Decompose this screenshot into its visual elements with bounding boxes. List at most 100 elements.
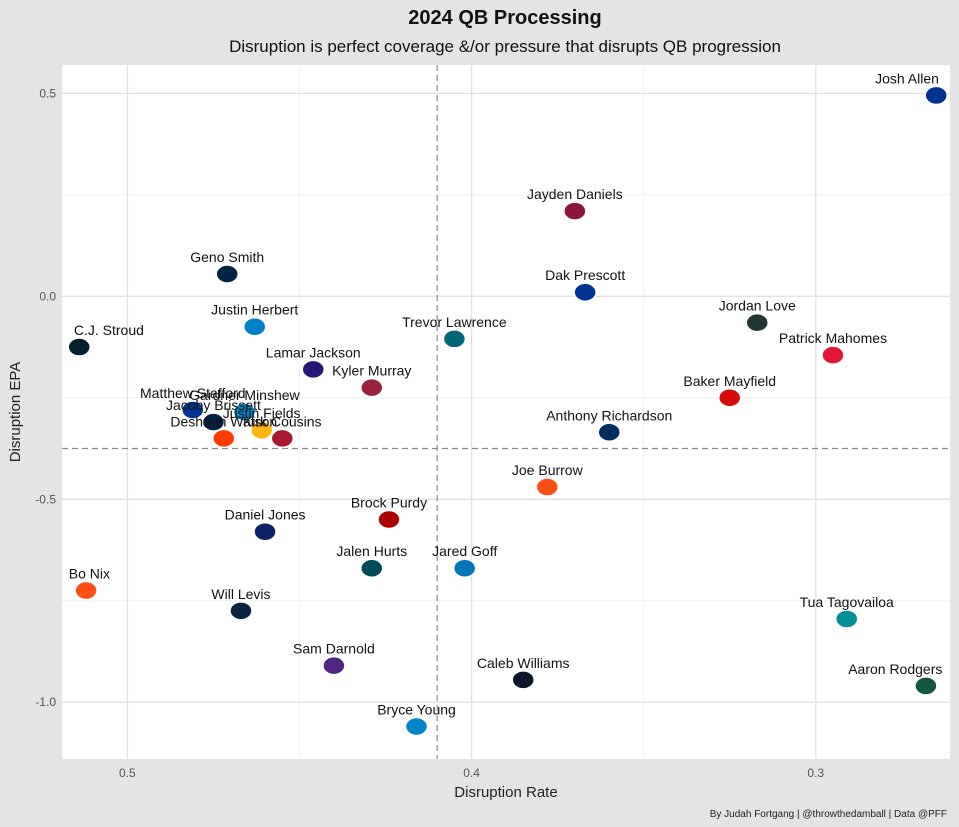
qb-point: Tua Tagovailoa <box>800 594 894 629</box>
qb-name-label: Tua Tagovailoa <box>800 594 894 610</box>
qb-name-label: Bo Nix <box>69 566 110 582</box>
browns-logo <box>212 428 236 449</box>
texans-logo <box>67 337 91 357</box>
qb-point: Jared Goff <box>432 543 497 578</box>
y-tick-label: 0.5 <box>39 86 56 100</box>
lions-logo <box>452 558 477 578</box>
chart-subtitle: Disruption is perfect coverage &/or pres… <box>229 37 781 56</box>
qb-point: Justin Herbert <box>211 302 298 337</box>
qb-name-label: Lamar Jackson <box>266 344 361 360</box>
titans-logo <box>229 601 253 621</box>
qb-point: Lamar Jackson <box>266 344 361 380</box>
qb-name-label: Jared Goff <box>432 543 497 559</box>
qb-name-label: Daniel Jones <box>225 507 306 523</box>
jets-logo <box>914 676 938 696</box>
y-axis-title: Disruption EPA <box>7 362 24 463</box>
grid-lines <box>62 65 950 759</box>
x-tick-label: 0.3 <box>807 766 824 780</box>
chart-caption: By Judah Fortgang | @throwthedamball | D… <box>710 809 947 820</box>
qb-name-label: Deshaun Watson <box>170 413 277 429</box>
qb-name-label: Trevor Lawrence <box>402 314 507 330</box>
qb-name-label: Jayden Daniels <box>527 186 623 202</box>
qb-name-label: Kirk Cousins <box>243 413 322 429</box>
jaguars-logo <box>442 329 467 349</box>
broncos-logo <box>74 580 98 601</box>
qb-name-label: Jordan Love <box>719 298 796 314</box>
chart-title: 2024 QB Processing <box>408 7 601 29</box>
seahawks-logo <box>215 264 239 284</box>
y-tick-label: -1.0 <box>35 695 56 709</box>
qb-name-label: Caleb Williams <box>477 655 570 671</box>
chiefs-logo <box>821 345 845 365</box>
qb-name-label: Anthony Richardson <box>546 407 672 423</box>
qb-point: Anthony Richardson <box>546 407 672 443</box>
colts-logo <box>597 422 622 443</box>
bills-logo <box>924 85 948 106</box>
eagles-logo <box>360 558 384 578</box>
x-tick-label: 0.5 <box>119 766 136 780</box>
buccaneers-logo <box>717 388 742 408</box>
qb-name-label: Justin Fields <box>223 405 301 421</box>
ravens-logo <box>301 359 326 380</box>
qb-point: Deshaun Watson <box>170 413 277 449</box>
plot-panel <box>62 65 950 759</box>
dolphins-logo <box>834 609 859 629</box>
qb-name-label: Will Levis <box>211 586 270 602</box>
qb-point: Will Levis <box>211 586 271 621</box>
qb-name-label: Brock Purdy <box>351 495 427 511</box>
x-tick-label: 0.4 <box>463 766 480 780</box>
qb-point: Baker Mayfield <box>683 373 776 408</box>
bears-logo <box>511 670 535 690</box>
qb-point: Justin Fields <box>223 405 301 440</box>
49ers-logo <box>377 509 401 530</box>
qb-point: Patrick Mahomes <box>779 330 887 365</box>
patriots-logo <box>201 412 226 432</box>
giants-logo <box>253 521 277 542</box>
chargers-logo <box>242 316 267 337</box>
qb-point: Gardner Minshew <box>189 387 301 422</box>
qb-point: Jalen Hurts <box>336 543 407 578</box>
qb-name-label: Bryce Young <box>377 702 456 718</box>
qb-point: Joe Burrow <box>512 462 584 497</box>
qb-point: Trevor Lawrence <box>402 314 507 349</box>
y-tick-label: -0.5 <box>35 492 56 506</box>
axis-ticks: 0.5 0.4 0.3 0.5 0.0 -0.5 -1.0 <box>35 86 824 780</box>
qb-name-label: Josh Allen <box>875 70 939 86</box>
qb-name-label: Kyler Murray <box>332 363 411 379</box>
qb-point: Daniel Jones <box>225 507 306 542</box>
qb-point: Kirk Cousins <box>243 413 322 449</box>
vikings-logo <box>322 655 346 676</box>
commanders-logo <box>563 201 587 221</box>
qb-point: Brock Purdy <box>351 495 427 530</box>
qb-name-label: Jacoby Brissett <box>166 397 261 413</box>
rams-logo <box>181 400 205 420</box>
qb-point: Kyler Murray <box>332 363 411 398</box>
qb-point: Caleb Williams <box>477 655 570 690</box>
qb-name-label: Matthew Stafford <box>140 385 246 401</box>
qb-point: Josh Allen <box>875 70 948 106</box>
qb-name-label: Geno Smith <box>190 249 264 265</box>
qb-point: Bryce Young <box>377 702 456 737</box>
colts-logo <box>232 402 257 422</box>
qb-name-label: Justin Herbert <box>211 302 298 318</box>
qb-name-label: Patrick Mahomes <box>779 330 887 346</box>
qb-points: Josh Allen Jayden Daniels Geno Smith Dak Pr… <box>67 70 948 737</box>
qb-point: Jordan Love <box>719 298 796 333</box>
qb-name-label: Baker Mayfield <box>683 373 776 389</box>
y-tick-label: 0.0 <box>39 289 56 303</box>
qb-name-label: Aaron Rodgers <box>848 661 942 677</box>
bengals-logo <box>535 477 560 497</box>
qb-point: Dak Prescott <box>545 267 625 302</box>
qb-point: Geno Smith <box>190 249 264 284</box>
falcons-logo <box>270 428 295 449</box>
qb-point: Aaron Rodgers <box>848 661 942 696</box>
qb-name-label: C.J. Stroud <box>74 322 144 338</box>
steelers-logo <box>249 420 274 440</box>
qb-name-label: Gardner Minshew <box>189 387 300 403</box>
qb-name-label: Jalen Hurts <box>336 543 407 559</box>
qb-name-label: Sam Darnold <box>293 641 375 657</box>
qb-point: Matthew Stafford <box>140 385 246 420</box>
qb-point: C.J. Stroud <box>67 322 144 357</box>
panthers-logo <box>404 716 429 737</box>
